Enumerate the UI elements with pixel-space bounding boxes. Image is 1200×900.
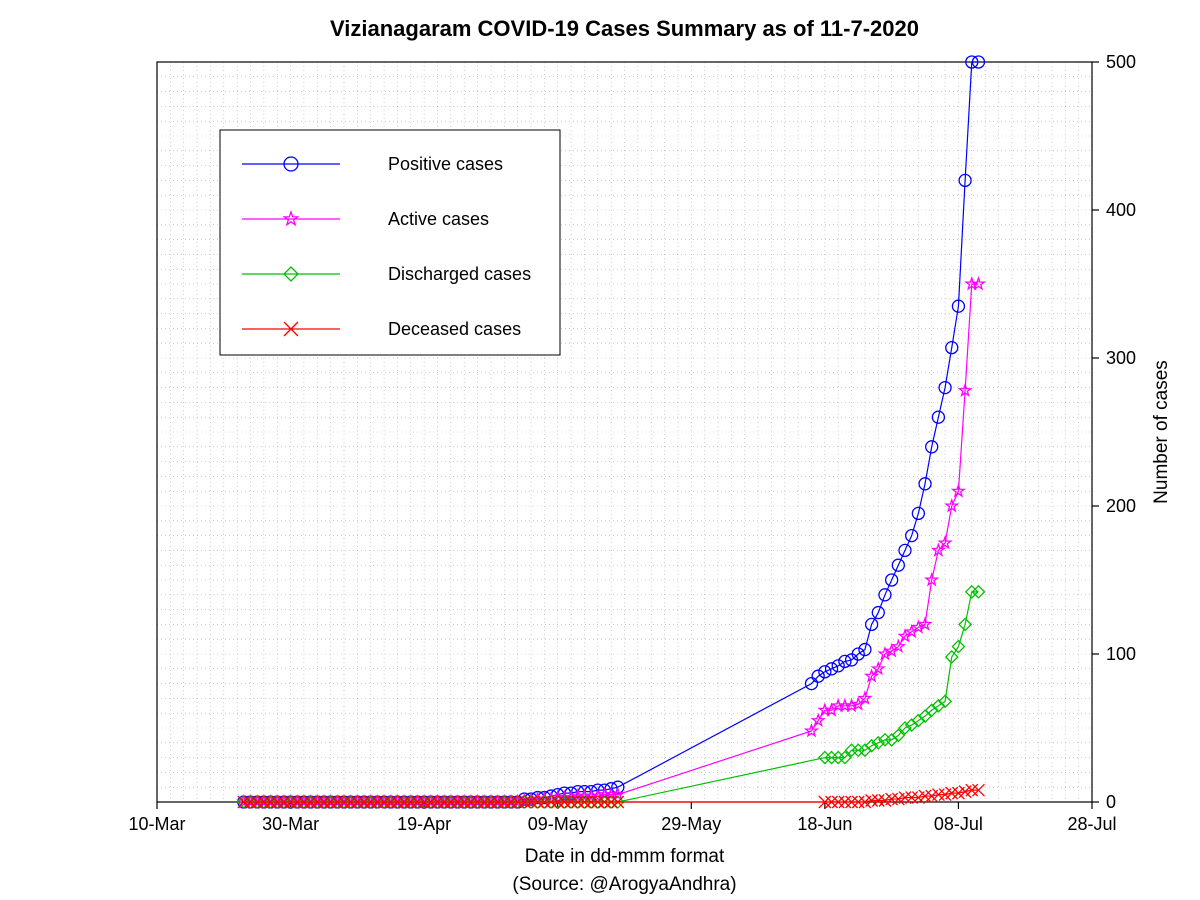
chart-container: Vizianagaram COVID-19 Cases Summary as o… [0,0,1200,900]
chart-bg [0,0,1200,900]
x-tick-label: 19-Apr [397,814,451,834]
y-tick-label: 200 [1106,496,1136,516]
y-tick-label: 400 [1106,200,1136,220]
x-tick-label: 28-Jul [1067,814,1116,834]
y-tick-label: 0 [1106,792,1116,812]
chart-title: Vizianagaram COVID-19 Cases Summary as o… [330,16,919,41]
x-tick-label: 29-May [661,814,721,834]
x-tick-label: 30-Mar [262,814,319,834]
y-tick-label: 100 [1106,644,1136,664]
legend-label: Discharged cases [388,264,531,284]
x-tick-label: 09-May [528,814,588,834]
legend-label: Active cases [388,209,489,229]
legend: Positive cases Active cases Discharged cas… [220,130,560,355]
x-axis-label-1: Date in dd-mmm format [525,846,725,867]
x-tick-label: 18-Jun [797,814,852,834]
x-tick-label: 10-Mar [128,814,185,834]
x-tick-label: 08-Jul [934,814,983,834]
y-tick-label: 500 [1106,52,1136,72]
legend-label: Deceased cases [388,319,521,339]
legend-label: Positive cases [388,154,503,174]
x-axis-label-2: (Source: @ArogyaAndhra) [512,874,736,895]
chart-svg: Vizianagaram COVID-19 Cases Summary as o… [0,0,1200,900]
y-axis-label: Number of cases [1151,360,1172,504]
y-tick-label: 300 [1106,348,1136,368]
